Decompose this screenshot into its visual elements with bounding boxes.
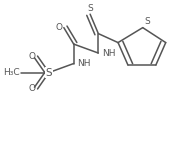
Text: O: O: [55, 23, 62, 32]
Text: S: S: [144, 17, 150, 26]
Text: NH: NH: [77, 59, 90, 68]
Text: O: O: [29, 84, 36, 93]
Text: H₃C: H₃C: [3, 68, 19, 77]
Text: S: S: [46, 67, 52, 77]
Text: NH: NH: [102, 49, 115, 58]
Text: O: O: [29, 51, 36, 61]
Text: S: S: [87, 4, 93, 13]
